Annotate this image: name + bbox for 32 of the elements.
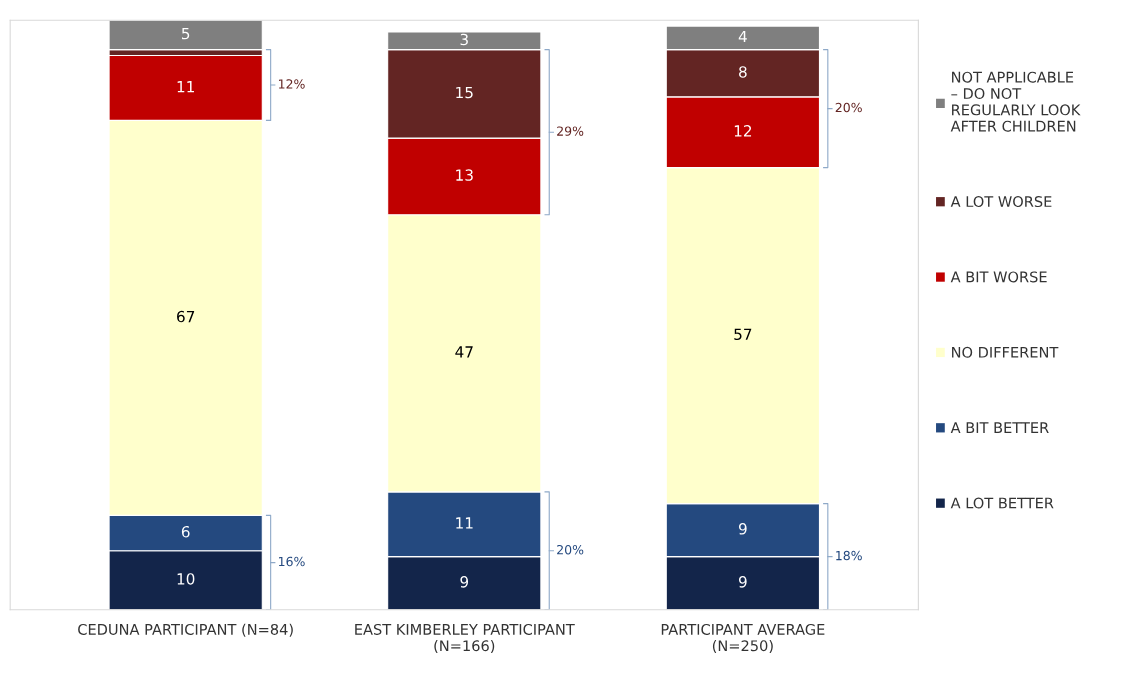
data-label: 10 xyxy=(177,573,195,585)
data-label: 8 xyxy=(739,66,747,78)
data-label: 11 xyxy=(177,81,194,93)
data-label: 3 xyxy=(460,33,468,46)
x-tick-label: PARTICIPANT AVERAGE (N=250) xyxy=(661,623,825,653)
annotation: 18% xyxy=(836,550,862,561)
legend-label: A LOT BETTER xyxy=(950,497,1054,509)
x-tick-label: EAST KIMBERLEY PARTICIPANT (N=166) xyxy=(355,623,575,653)
data-label: 4 xyxy=(738,30,747,43)
annotation: 20% xyxy=(835,102,862,113)
data-label: 57 xyxy=(734,328,752,341)
data-label: 47 xyxy=(455,346,473,358)
data-label: 15 xyxy=(456,86,473,99)
annotation: 20% xyxy=(557,544,584,555)
data-label: 13 xyxy=(456,169,473,181)
annotation: 12% xyxy=(279,79,305,89)
legend-label: A BIT BETTER xyxy=(950,422,1049,433)
data-label: 6 xyxy=(181,525,190,538)
x-tick-label: CEDUNA PARTICIPANT (N=84) xyxy=(78,623,293,637)
legend-label: A LOT WORSE xyxy=(950,196,1052,208)
legend-label: NO DIFFERENT xyxy=(952,346,1059,358)
legend-label: A BIT WORSE xyxy=(950,271,1047,283)
data-label: 5 xyxy=(182,28,190,40)
annotation: 29% xyxy=(557,126,584,136)
annotation: 16% xyxy=(279,556,305,567)
legend-label: NOT APPLICABLE – DO NOT REGULARLY LOOK AFTER CHILDREN xyxy=(950,71,1081,132)
data-label: 9 xyxy=(738,523,747,535)
data-label: 9 xyxy=(738,576,747,588)
data-label: 9 xyxy=(460,576,469,588)
data-label: 11 xyxy=(456,517,473,529)
data-label: 67 xyxy=(177,310,195,323)
data-label: 12 xyxy=(734,125,752,137)
